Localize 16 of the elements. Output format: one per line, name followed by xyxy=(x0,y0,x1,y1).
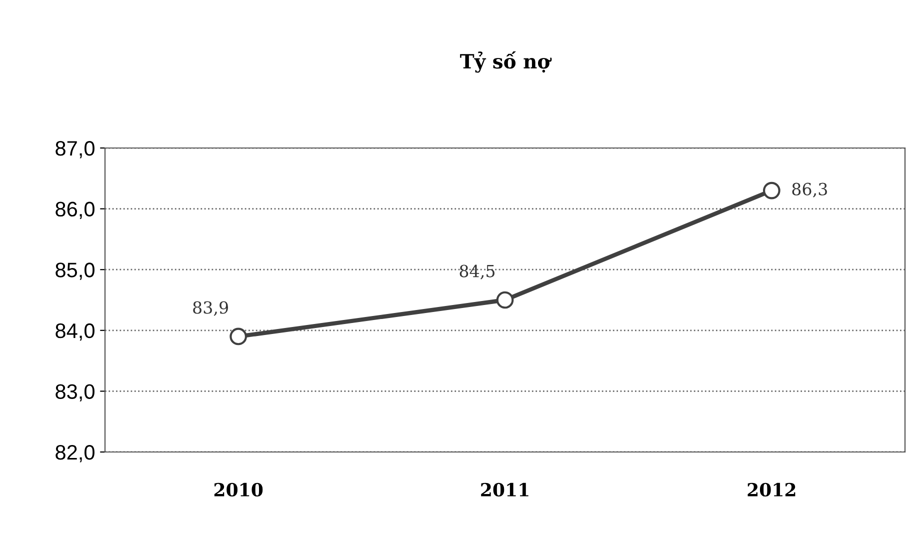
y-tick-label: 86,0 xyxy=(56,202,94,220)
data-label: 84,5 xyxy=(460,264,494,280)
y-tick-label: 83,0 xyxy=(56,384,94,402)
point xyxy=(230,328,248,346)
x-tick-label: 2010 xyxy=(214,482,263,497)
data-label: 86,3 xyxy=(792,182,827,198)
y-tick-label: 85,0 xyxy=(56,262,94,280)
point xyxy=(762,182,780,200)
x-tick-label: 2012 xyxy=(748,482,796,497)
x-tick-label: 2011 xyxy=(481,482,528,497)
y-tick-label: 87,0 xyxy=(56,141,94,158)
chart-title: Tỷ số nợ xyxy=(460,51,552,73)
y-tick-label: 82,0 xyxy=(56,445,94,462)
point xyxy=(496,291,514,309)
y-tick-label: 84,0 xyxy=(56,323,94,341)
data-label: 83,9 xyxy=(193,301,228,316)
